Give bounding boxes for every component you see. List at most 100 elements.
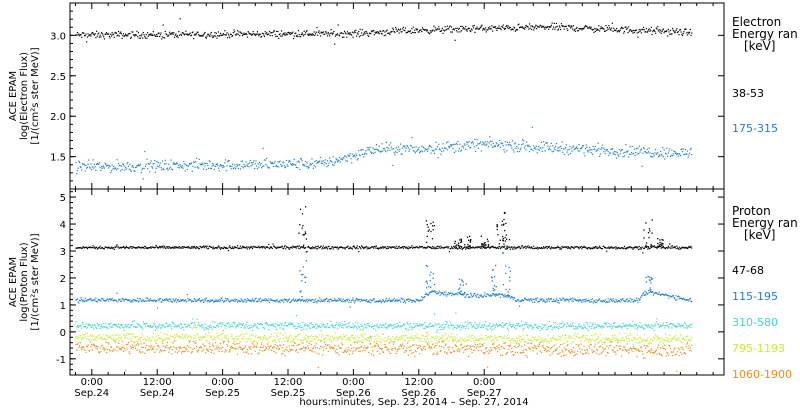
data-point [281, 30, 282, 31]
data-point [228, 160, 229, 161]
data-point [492, 31, 493, 32]
data-point [362, 29, 363, 30]
data-point [542, 151, 543, 152]
data-point [78, 336, 79, 337]
data-point [309, 167, 310, 168]
data-point [502, 322, 503, 323]
data-point [489, 28, 490, 29]
data-point [284, 246, 285, 247]
data-point [287, 164, 288, 165]
data-point [260, 34, 261, 35]
data-point [442, 293, 443, 294]
data-point [267, 300, 268, 301]
data-point [571, 300, 572, 301]
data-point [342, 159, 343, 160]
data-point [299, 248, 300, 249]
data-point [435, 291, 436, 292]
data-point [108, 301, 109, 302]
data-point [97, 335, 98, 336]
data-point [173, 337, 174, 338]
data-point [282, 165, 283, 166]
data-point [457, 294, 458, 295]
data-point [557, 326, 558, 327]
data-point [314, 165, 315, 166]
data-point [503, 284, 504, 285]
data-point [107, 299, 108, 300]
data-point [233, 167, 234, 168]
data-point [290, 34, 291, 35]
data-point [458, 325, 459, 326]
data-point [622, 298, 623, 299]
data-point [342, 301, 343, 302]
data-point [656, 292, 657, 293]
data-point [255, 298, 256, 299]
data-point [236, 326, 237, 327]
data-point [243, 327, 244, 328]
data-point [435, 324, 436, 325]
data-point [159, 36, 160, 37]
data-point [365, 326, 366, 327]
data-point [486, 326, 487, 327]
data-point [524, 325, 525, 326]
data-point [649, 248, 650, 249]
y-axis-label: ACE EPAM [8, 71, 19, 121]
data-point [566, 28, 567, 29]
data-point [668, 298, 669, 299]
data-point [243, 246, 244, 247]
data-point [356, 327, 357, 328]
data-point [598, 247, 599, 248]
y-tick-label: 4 [60, 220, 66, 231]
data-point [92, 336, 93, 337]
data-point [470, 241, 471, 242]
data-point [220, 323, 221, 324]
data-point [573, 326, 574, 327]
data-point [613, 153, 614, 154]
data-point [301, 274, 302, 275]
data-point [369, 147, 370, 148]
data-point [547, 248, 548, 249]
data-point [592, 154, 593, 155]
data-point [456, 30, 457, 31]
data-point [328, 246, 329, 247]
data-point [314, 31, 315, 32]
data-point [317, 248, 318, 249]
data-point [194, 298, 195, 299]
data-point [422, 299, 423, 300]
data-point [437, 246, 438, 247]
data-point [86, 338, 87, 339]
data-point [538, 146, 539, 147]
data-point [195, 161, 196, 162]
data-point [197, 324, 198, 325]
data-point [472, 29, 473, 30]
data-point [557, 302, 558, 303]
data-point [118, 163, 119, 164]
data-point [608, 151, 609, 152]
data-point [403, 27, 404, 28]
data-point [333, 325, 334, 326]
data-point [329, 157, 330, 158]
data-point [282, 246, 283, 247]
data-point [505, 237, 506, 238]
data-point [670, 248, 671, 249]
data-point [495, 26, 496, 27]
data-point [615, 299, 616, 300]
data-point [647, 246, 648, 247]
data-point [586, 322, 587, 323]
data-point [491, 295, 492, 296]
data-point [100, 170, 101, 171]
data-point [203, 168, 204, 169]
data-point [208, 34, 209, 35]
data-point [234, 299, 235, 300]
data-point [289, 298, 290, 299]
data-point [258, 328, 259, 329]
data-point [486, 143, 487, 144]
data-point [671, 246, 672, 247]
data-point [204, 33, 205, 34]
data-point [117, 301, 118, 302]
data-point [690, 327, 691, 328]
data-point [382, 150, 383, 151]
data-point [141, 337, 142, 338]
y-axis-label: [1/(cm²s ster MeV)] [30, 47, 41, 144]
data-point [122, 340, 123, 341]
data-point [131, 341, 132, 342]
